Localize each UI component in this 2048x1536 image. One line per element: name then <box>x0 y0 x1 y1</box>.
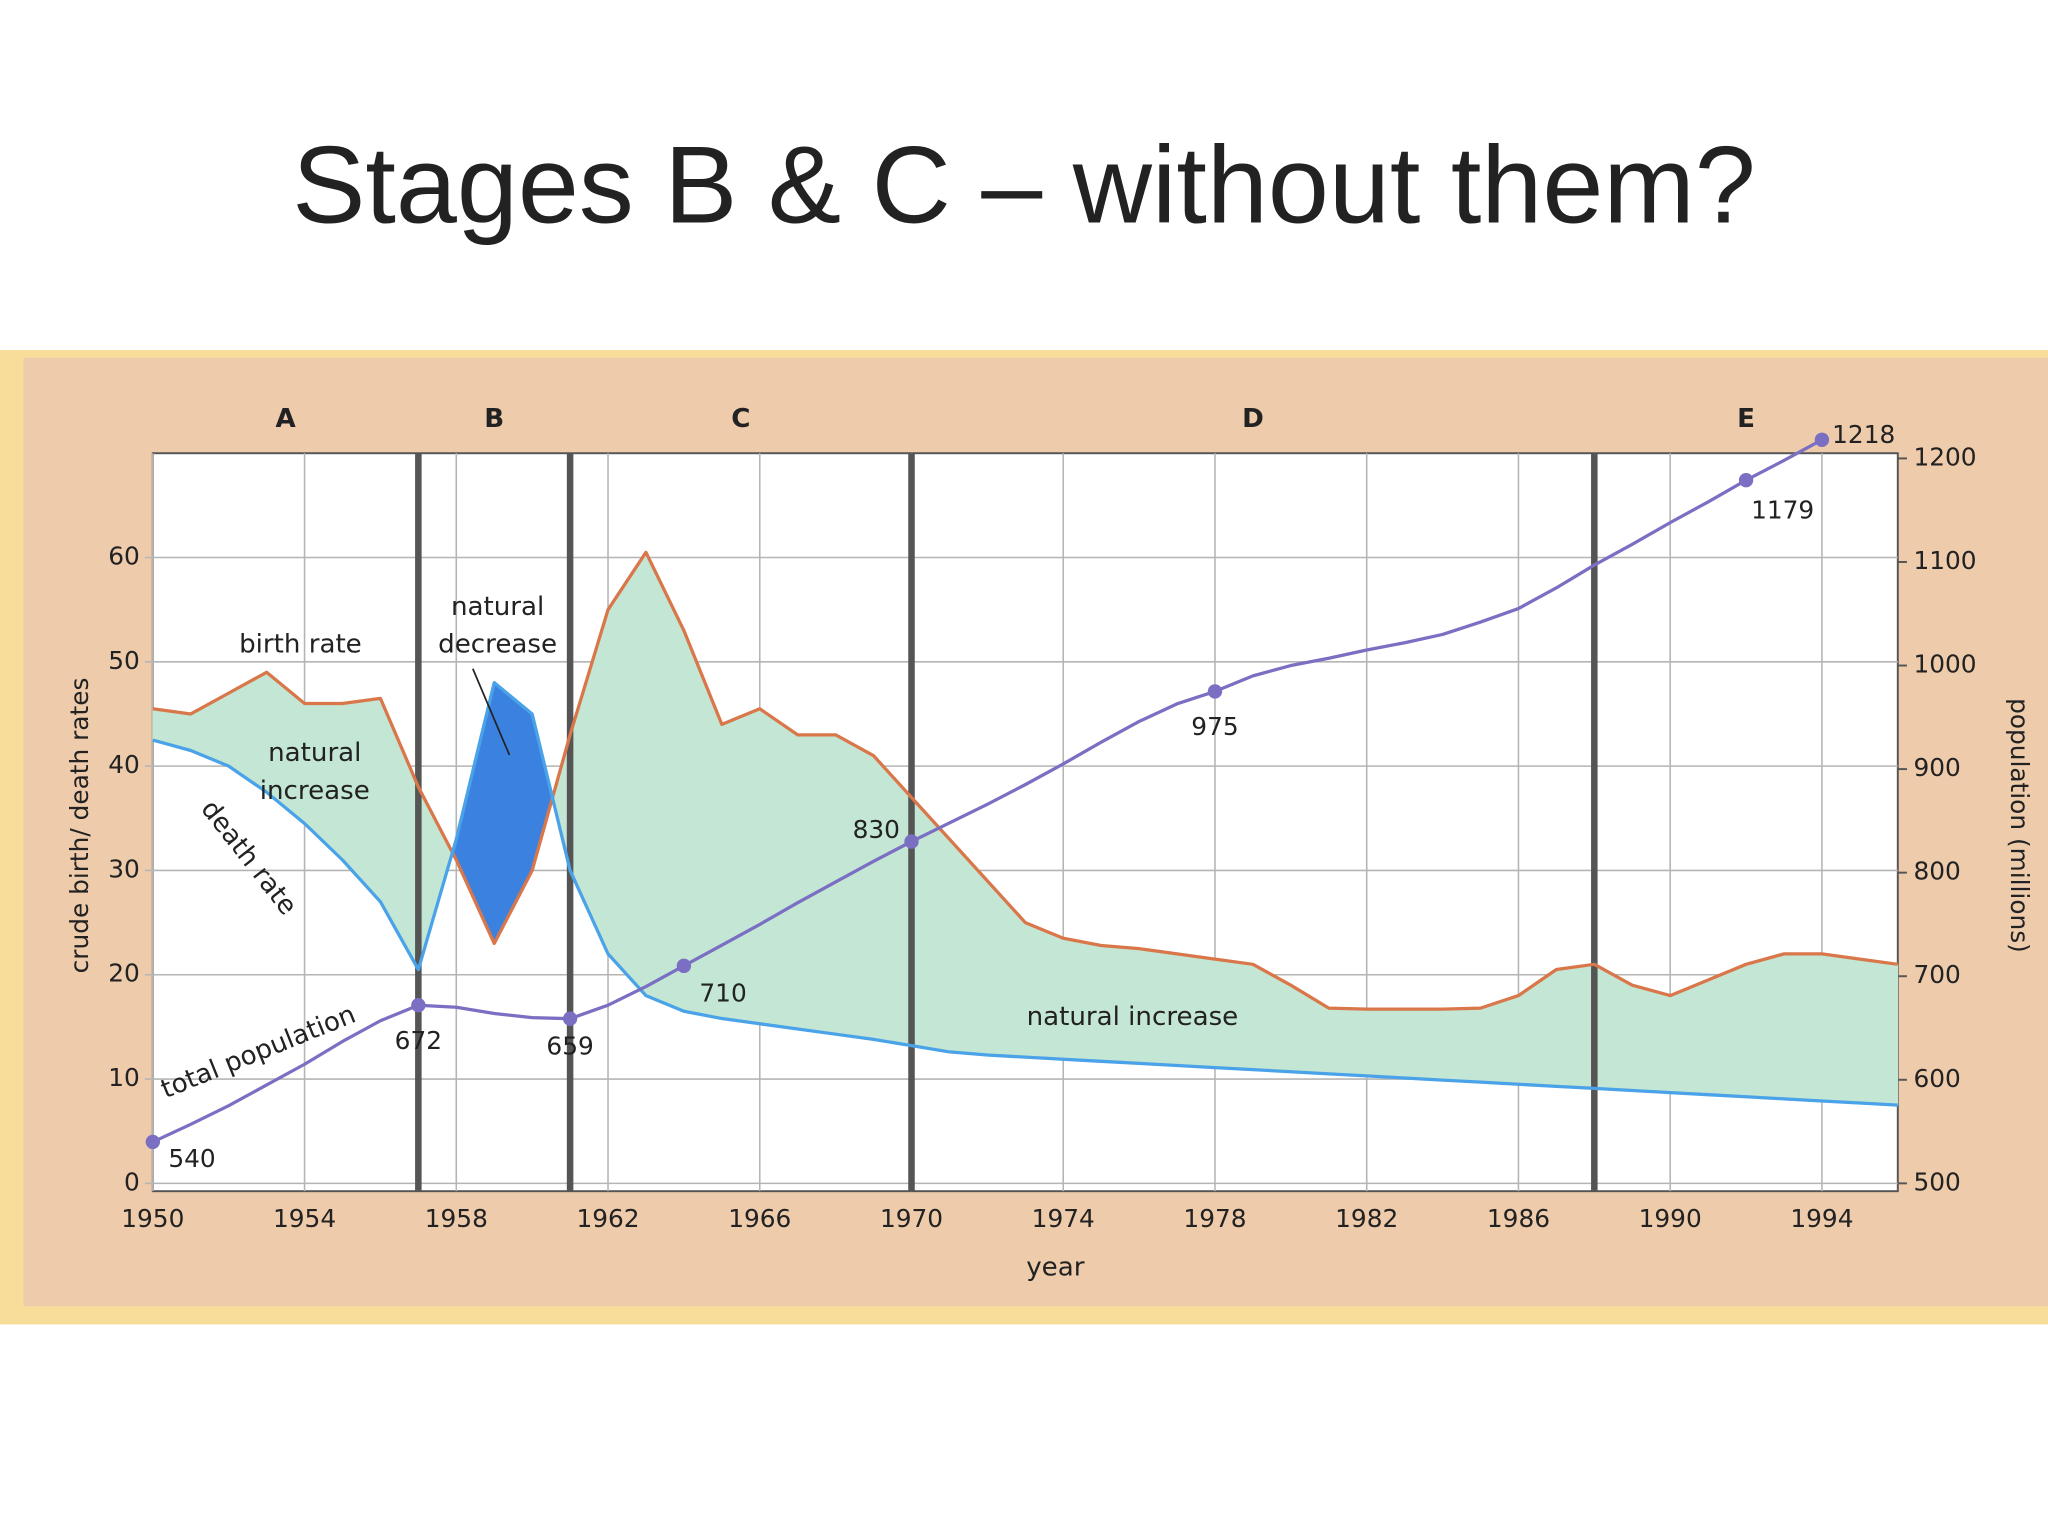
y-tick-label: 30 <box>108 854 140 883</box>
natural-increase-area <box>1480 995 1519 1085</box>
series-label: birth rate <box>239 630 362 660</box>
x-tick-label: 1962 <box>576 1204 639 1233</box>
population-point <box>1814 432 1830 447</box>
x-tick-label: 1994 <box>1790 1204 1853 1233</box>
population-point <box>1738 472 1754 488</box>
natural-increase-area <box>759 708 799 1030</box>
natural-increase-area <box>911 796 950 1053</box>
y-tick-label: 20 <box>108 959 140 988</box>
stage-label: D <box>1242 404 1264 434</box>
natural-increase-area <box>1783 953 1823 1102</box>
natural-increase-area <box>1328 1007 1368 1077</box>
stage-label: E <box>1737 404 1755 434</box>
natural-increase-area <box>607 551 647 997</box>
population-label: 540 <box>168 1144 215 1173</box>
natural-increase-area <box>1631 984 1671 1093</box>
y-tick-label: 60 <box>108 542 140 571</box>
y2-tick-label: 600 <box>1913 1064 1960 1093</box>
annotation: natural increase <box>1027 1002 1239 1032</box>
series-line <box>152 681 1898 1107</box>
population-label: 659 <box>546 1031 593 1060</box>
natural-increase-area <box>1024 922 1064 1060</box>
population-point <box>1207 684 1223 699</box>
x-tick-label: 1966 <box>728 1204 791 1233</box>
natural-increase-area <box>1669 979 1709 1096</box>
lines <box>145 432 1899 1150</box>
x-tick-label: 1978 <box>1183 1204 1246 1233</box>
natural-increase-area <box>1821 953 1861 1104</box>
population-point <box>676 958 692 974</box>
stage-label: B <box>484 404 504 434</box>
population-point <box>562 1011 578 1026</box>
natural-increase-area <box>1404 1008 1443 1081</box>
y2-tick-label: 1100 <box>1913 546 1976 575</box>
x-tick-label: 1970 <box>880 1204 943 1233</box>
x-tick-label: 1950 <box>121 1204 184 1233</box>
annotation-arrow <box>472 668 511 756</box>
population-point <box>904 834 919 849</box>
population-label: 672 <box>395 1026 442 1055</box>
x-tick-label: 1982 <box>1335 1204 1398 1233</box>
annotation: natural <box>268 738 361 768</box>
y2-tick-label: 700 <box>1913 960 1960 989</box>
y2-axis-title: population (millions) <box>2005 698 2034 953</box>
y2-tick-label: 1200 <box>1913 442 1976 471</box>
natural-increase-area <box>1859 958 1899 1106</box>
y2-tick-label: 1000 <box>1913 650 1976 679</box>
series-line <box>152 438 1823 1144</box>
natural-increase-area <box>721 708 761 1025</box>
natural-increase-area <box>1366 1008 1405 1079</box>
natural-increase-area <box>1745 953 1785 1100</box>
series-line <box>152 550 1899 1011</box>
natural-increase-area <box>1556 963 1595 1089</box>
natural-increase-area <box>835 734 874 1040</box>
x-tick-label: 1954 <box>273 1204 336 1233</box>
stage-label: C <box>731 404 750 434</box>
natural-increase-area <box>1707 963 1747 1098</box>
population-label: 830 <box>853 815 900 844</box>
population-label: 1179 <box>1751 495 1814 524</box>
stage-label: A <box>275 404 296 434</box>
x-tick-label: 1974 <box>1032 1204 1095 1233</box>
x-axis-title: year <box>1026 1253 1085 1283</box>
stages <box>415 453 1598 1192</box>
slide-title: Stages B & C – without them? <box>292 124 1755 246</box>
population-point <box>145 1134 160 1150</box>
natural-increase-area <box>1442 1007 1481 1083</box>
y2-tick-label: 800 <box>1913 857 1960 886</box>
annotation: decrease <box>438 630 557 660</box>
y-tick-label: 40 <box>108 750 140 779</box>
grid <box>144 453 1907 1192</box>
population-label: 975 <box>1191 712 1238 741</box>
annotation: increase <box>260 776 370 806</box>
natural-increase-area <box>873 754 912 1047</box>
natural-increase-area <box>1062 937 1102 1062</box>
x-tick-label: 1958 <box>425 1204 488 1233</box>
x-tick-label: 1986 <box>1487 1204 1550 1233</box>
y-axis-title: crude birth/ death rates <box>65 678 94 974</box>
y2-tick-label: 900 <box>1913 753 1960 782</box>
y-tick-label: 50 <box>108 646 140 675</box>
y-tick-label: 10 <box>108 1063 140 1092</box>
annotation: natural <box>451 592 544 622</box>
x-tick-label: 1990 <box>1639 1204 1702 1233</box>
population-label: 710 <box>699 979 746 1008</box>
y2-tick-label: 500 <box>1913 1167 1960 1196</box>
population-point <box>411 998 426 1013</box>
population-label: 1218 <box>1832 420 1895 449</box>
y-tick-label: 0 <box>124 1167 140 1196</box>
